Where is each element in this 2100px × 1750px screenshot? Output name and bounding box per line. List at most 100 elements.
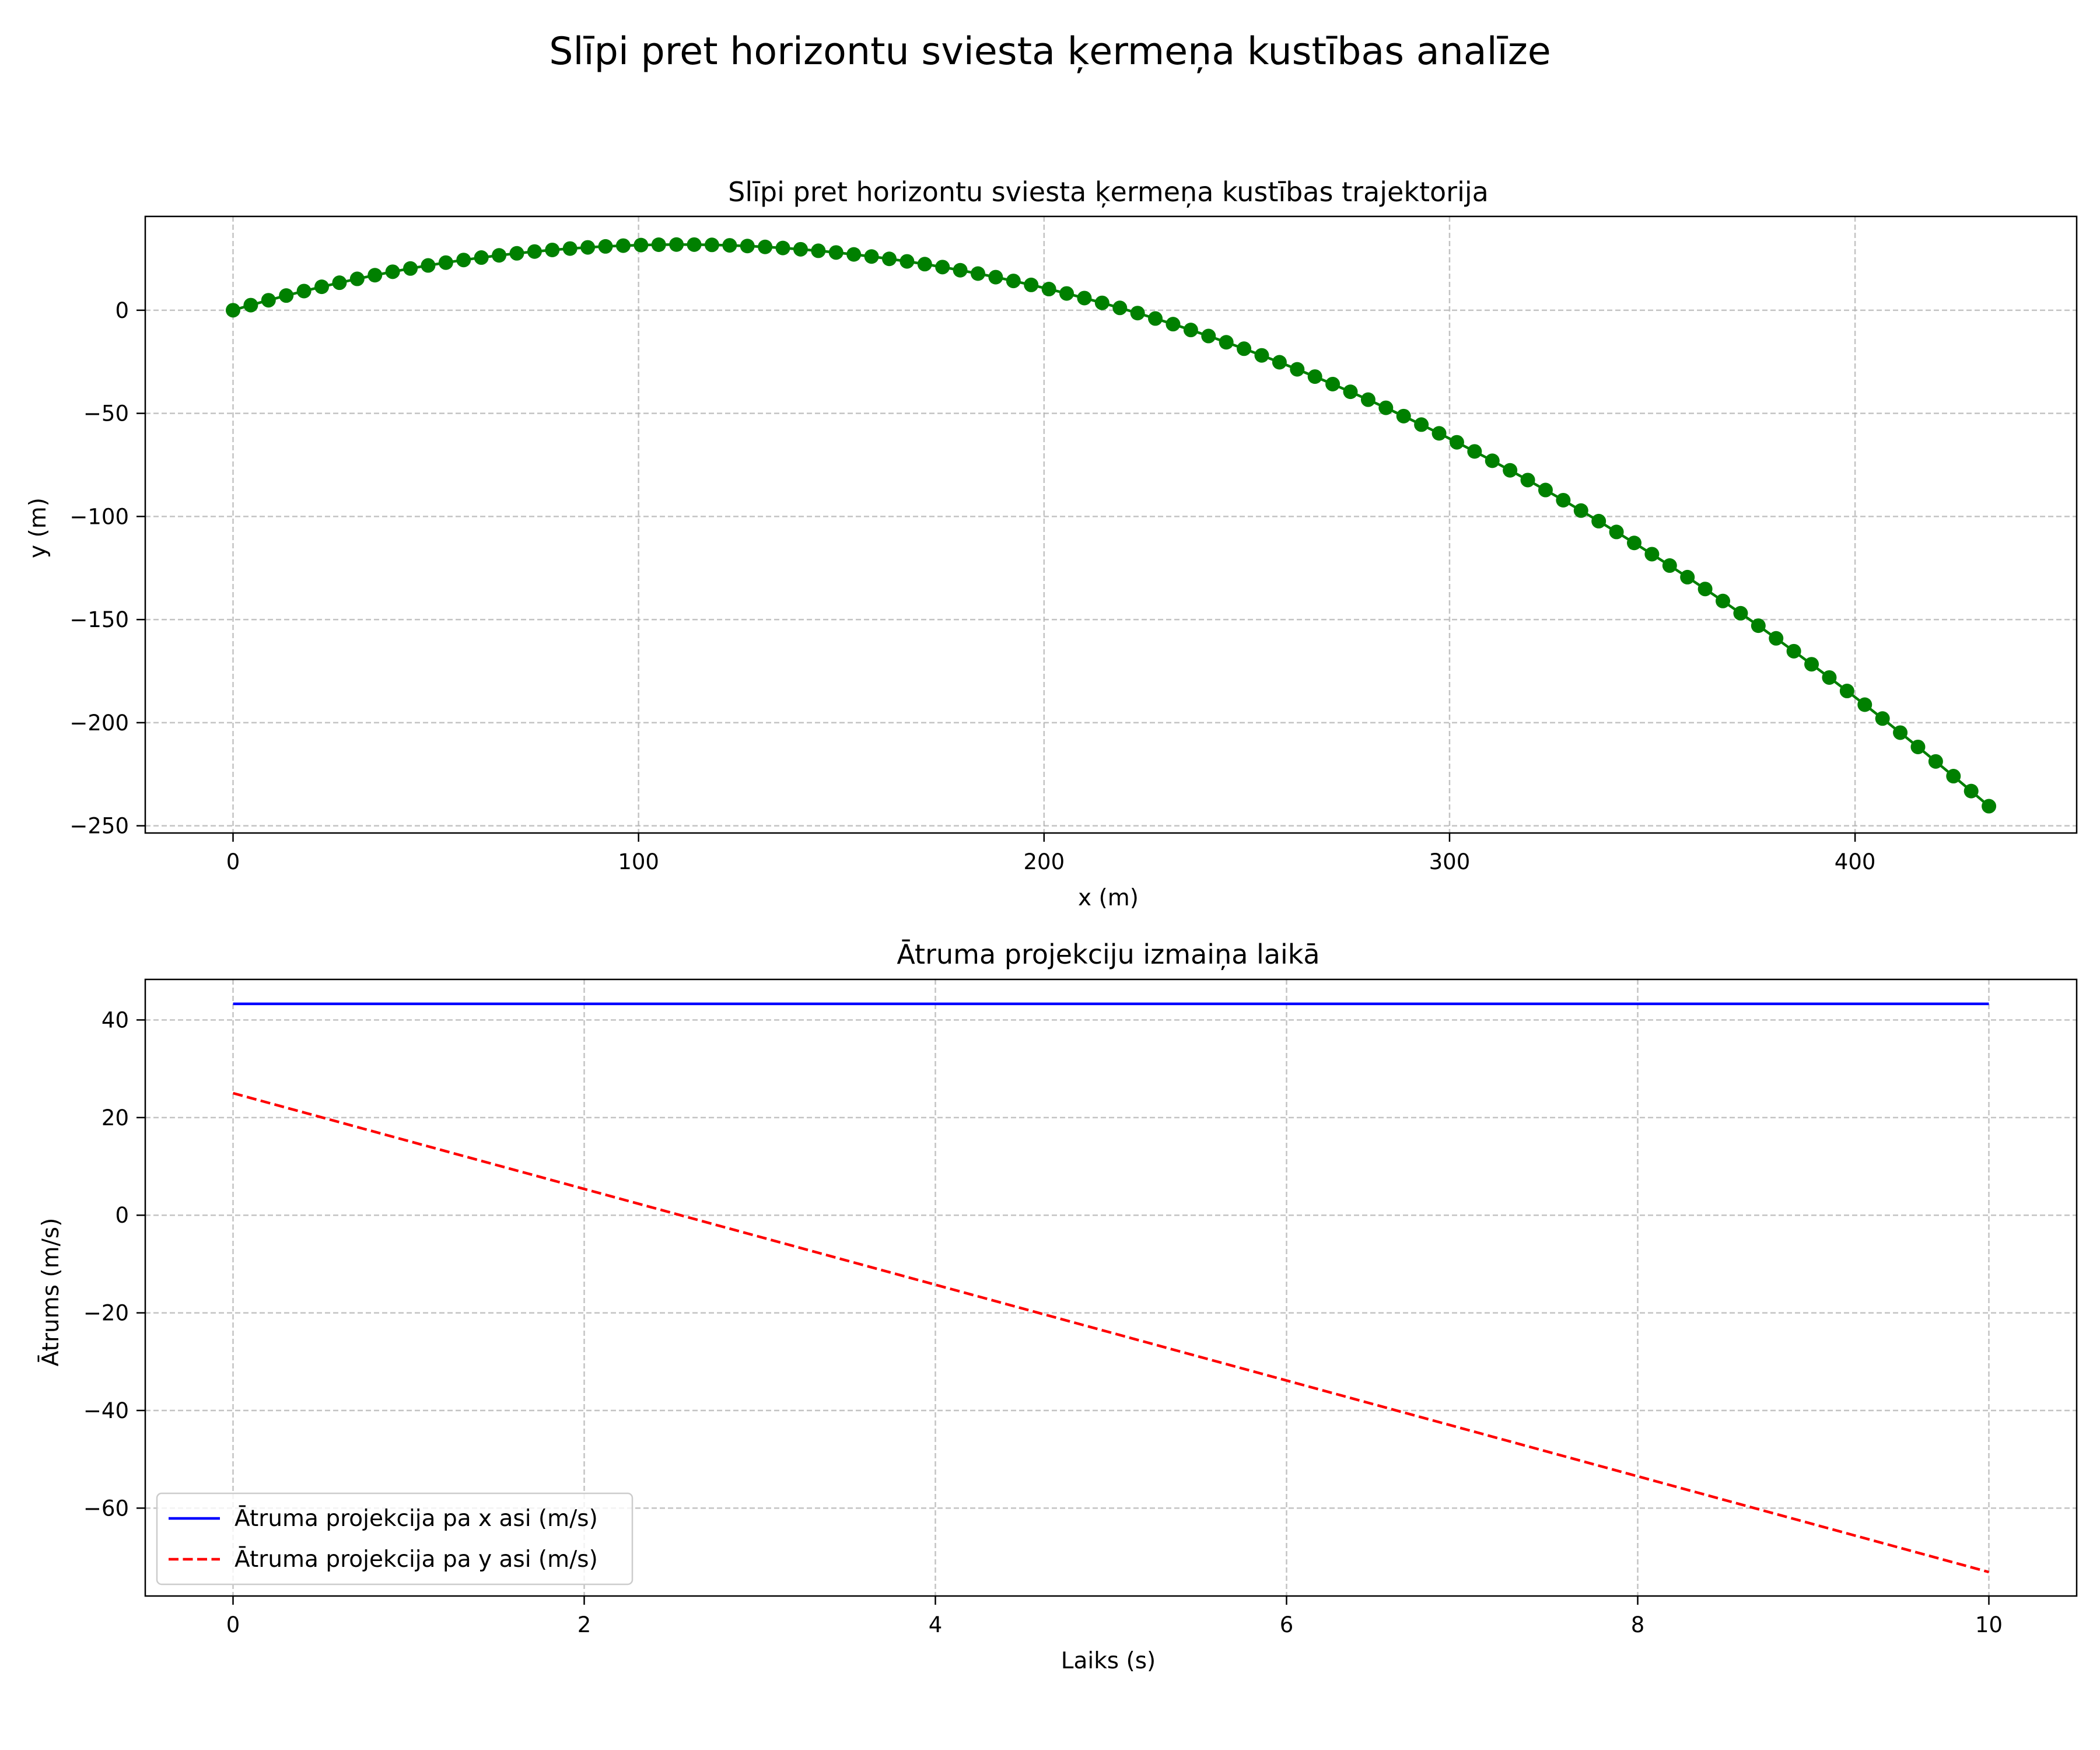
trajectory-series-0-point	[758, 239, 773, 254]
trajectory-series-0-point	[1716, 593, 1731, 608]
trajectory-series-0-point	[1059, 286, 1074, 301]
trajectory-series-0-point	[634, 237, 649, 253]
velocity-legend: Ātruma projekcija pa x asi (m/s) Ātruma p…	[156, 1492, 634, 1586]
trajectory-ytick-label: −100	[69, 504, 129, 529]
trajectory-series-0-point	[1272, 355, 1287, 370]
trajectory-series-0-point	[403, 261, 418, 276]
trajectory-series-0-point	[1626, 536, 1642, 551]
trajectory-plot-ylabel: y (m)	[25, 498, 51, 558]
trajectory-series-0-point	[828, 245, 844, 260]
trajectory-series-0-point	[492, 248, 507, 263]
trajectory-series-0-point	[1449, 435, 1464, 450]
trajectory-series-0-point	[1538, 482, 1553, 498]
trajectory-plot: Slīpi pret horizontu sviesta ķermeņa kus…	[25, 176, 2078, 911]
trajectory-series-0-point	[900, 254, 915, 269]
trajectory-series-0-point	[846, 247, 862, 262]
trajectory-series-0-point	[1077, 290, 1092, 306]
trajectory-series-0-point	[1839, 684, 1854, 699]
trajectory-series-0-point	[1556, 492, 1571, 508]
trajectory-series-0-point	[811, 243, 826, 258]
trajectory-series-0-point	[971, 266, 986, 281]
figure-suptitle: Slīpi pret horizontu sviesta ķermeņa kus…	[549, 30, 1551, 74]
trajectory-series-0-point	[1982, 799, 1997, 814]
trajectory-series-0-point	[687, 237, 702, 252]
trajectory-series-0-point	[1822, 670, 1837, 685]
trajectory-series-0-point	[243, 298, 258, 313]
trajectory-series-0-point	[1148, 311, 1163, 326]
trajectory-ytick-label: −50	[83, 401, 129, 426]
trajectory-series-0-point	[1875, 711, 1890, 726]
trajectory-series-0-point	[580, 240, 596, 255]
trajectory-ytick-label: −250	[69, 814, 129, 839]
trajectory-series-0-point	[1680, 569, 1695, 584]
trajectory-series-0-point	[349, 271, 365, 286]
trajectory-series-0-point	[1644, 547, 1660, 562]
trajectory-series-0-point	[740, 239, 755, 254]
trajectory-series-0-point	[1964, 783, 1979, 799]
trajectory-series-0-point	[1414, 417, 1429, 432]
trajectory-series-0-point	[1698, 582, 1713, 597]
velocity-xtick-label: 10	[1975, 1612, 2003, 1637]
trajectory-series-0-point	[669, 237, 684, 252]
trajectory-plot-xlabel: x (m)	[1078, 885, 1139, 911]
trajectory-series-0-point	[1378, 400, 1394, 415]
trajectory-xtick-label: 300	[1429, 849, 1471, 874]
trajectory-series-0-point	[598, 239, 613, 254]
trajectory-xtick-label: 0	[226, 849, 240, 874]
trajectory-series-0-point	[1751, 618, 1766, 634]
trajectory-series-0-point	[988, 270, 1003, 285]
trajectory-xtick-label: 400	[1835, 849, 1876, 874]
velocity-ytick-label: 20	[102, 1105, 129, 1130]
trajectory-series-0-point	[917, 257, 932, 272]
trajectory-series-0-point	[1343, 384, 1358, 400]
velocity-plot-title: Ātruma projekciju izmaiņa laikā	[897, 939, 1320, 970]
trajectory-series-0-point	[1893, 725, 1908, 740]
trajectory-series-0-point	[1254, 348, 1269, 363]
trajectory-series-0-point	[1201, 328, 1216, 344]
trajectory-series-0-point	[261, 293, 276, 308]
velocity-ytick-label: −60	[83, 1496, 129, 1521]
trajectory-series-0-point	[615, 238, 631, 253]
velocity-ytick-label: −20	[83, 1301, 129, 1326]
trajectory-series-0-point	[1130, 306, 1145, 321]
trajectory-series-0-point	[1006, 274, 1021, 289]
trajectory-xtick-label: 200	[1023, 849, 1065, 874]
trajectory-series-0-point	[1325, 376, 1340, 391]
trajectory-series-0-point	[456, 253, 471, 268]
trajectory-series-0-point	[722, 238, 737, 253]
trajectory-series-0-point	[1946, 769, 1961, 784]
trajectory-series-0-point	[1857, 697, 1873, 712]
trajectory-series-0-point	[1609, 524, 1624, 540]
trajectory-series-0-point	[474, 250, 489, 265]
trajectory-ytick-label: −150	[69, 607, 129, 632]
velocity-plot-xlabel: Laiks (s)	[1061, 1648, 1156, 1674]
trajectory-series-0-point	[1928, 754, 1943, 769]
velocity-ytick-label: 40	[102, 1007, 129, 1032]
velocity-legend-label: Ātruma projekcija pa x asi (m/s)	[235, 1506, 598, 1532]
trajectory-plot-title: Slīpi pret horizontu sviesta ķermeņa kus…	[728, 176, 1489, 208]
trajectory-ytick-label: 0	[115, 298, 129, 323]
trajectory-series-0-point	[1520, 473, 1535, 488]
trajectory-series-0-point	[1360, 392, 1376, 407]
velocity-frame	[144, 978, 2078, 1597]
trajectory-series-0-point	[438, 255, 453, 270]
trajectory-series-0-point	[1094, 295, 1110, 310]
velocity-legend-box	[156, 1492, 634, 1586]
trajectory-series-0-line	[232, 243, 1990, 807]
trajectory-series-0-point	[385, 264, 400, 279]
velocity-ytick-label: 0	[115, 1203, 129, 1228]
velocity-xtick-label: 8	[1631, 1612, 1645, 1637]
trajectory-series-0-point	[296, 284, 312, 299]
trajectory-series-0-point	[1503, 463, 1518, 478]
trajectory-series-0-point	[1432, 426, 1447, 441]
velocity-xtick-label: 2	[578, 1612, 592, 1637]
trajectory-series-0-point	[1662, 558, 1677, 573]
trajectory-series-0-point	[1573, 503, 1588, 518]
trajectory-series-0-point	[1024, 277, 1039, 292]
trajectory-series-0-point	[1485, 453, 1500, 468]
trajectory-series-0-point	[1290, 362, 1305, 377]
trajectory-series-0-point	[1769, 631, 1784, 646]
trajectory-series-0-point	[562, 241, 578, 256]
trajectory-series-0-point	[1804, 657, 1819, 672]
